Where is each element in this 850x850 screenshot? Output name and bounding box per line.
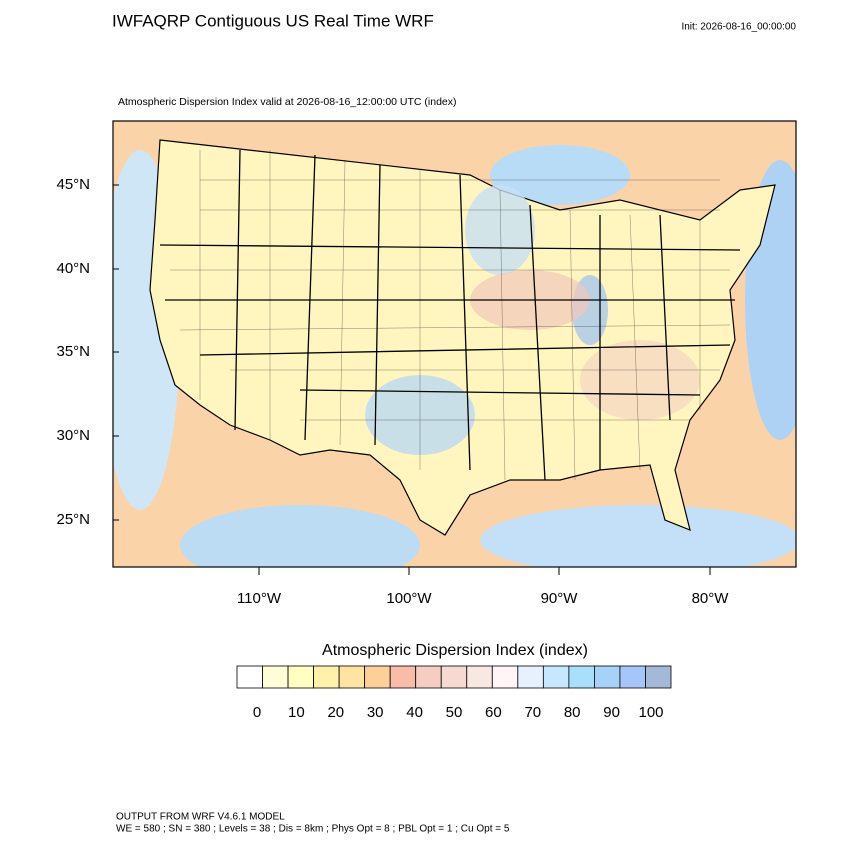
map — [113, 121, 796, 567]
colorbar-box — [645, 665, 672, 689]
colorbar-tick-label: 40 — [406, 704, 423, 721]
colorbar-tick-label: 70 — [524, 704, 541, 721]
colorbar-box — [466, 665, 493, 689]
county-lines — [170, 150, 731, 481]
lon-label: 100°W — [386, 590, 432, 607]
colorbar-box — [236, 665, 263, 689]
colorbar: 0 10 20 30 40 50 60 70 80 90 100 — [236, 665, 672, 721]
colorbar-box — [287, 665, 314, 689]
colorbar-title: Atmospheric Dispersion Index (index) — [322, 642, 588, 659]
lat-label: 45°N — [56, 176, 90, 193]
lake-field — [490, 145, 630, 205]
ocean-field — [480, 505, 796, 567]
colorbar-box — [594, 665, 621, 689]
colorbar-box — [364, 665, 391, 689]
footer-line: OUTPUT FROM WRF V4.6.1 MODEL — [116, 812, 285, 823]
colorbar-tick-label: 30 — [367, 704, 384, 721]
colorbar-tick-label: 80 — [564, 704, 581, 721]
colorbar-box — [415, 665, 442, 689]
footer-line: WE = 580 ; SN = 380 ; Levels = 38 ; Dis … — [116, 824, 510, 835]
colorbar-box — [338, 665, 366, 689]
lat-label: 25°N — [56, 511, 90, 528]
title: IWFAQRP Contiguous US Real Time WRF — [112, 11, 434, 30]
init-time: Init: 2026-08-16_00:00:00 — [681, 22, 796, 33]
dispersion-field — [465, 185, 535, 275]
lon-label: 110°W — [237, 590, 282, 607]
colorbar-tick-label: 90 — [603, 704, 620, 721]
lat-label: 30°N — [56, 427, 90, 444]
colorbar-box — [491, 665, 519, 689]
colorbar-tick-label: 10 — [288, 704, 305, 721]
lon-label: 90°W — [541, 590, 579, 607]
lat-label: 40°N — [56, 260, 90, 277]
dispersion-field — [580, 340, 700, 420]
colorbar-box — [389, 665, 417, 689]
ocean-field — [180, 505, 420, 567]
colorbar-box — [313, 665, 340, 689]
colorbar-box — [262, 665, 289, 689]
colorbar-box — [440, 665, 468, 689]
colorbar-box — [517, 665, 544, 689]
colorbar-box — [619, 665, 646, 689]
lon-label: 80°W — [692, 590, 730, 607]
colorbar-box — [542, 665, 570, 689]
lat-label: 35°N — [56, 343, 90, 360]
colorbar-tick-label: 60 — [485, 704, 502, 721]
state-lines — [159, 149, 741, 481]
colorbar-tick-label: 0 — [253, 704, 261, 721]
colorbar-tick-label: 100 — [638, 704, 663, 721]
colorbar-tick-label: 50 — [446, 704, 463, 721]
colorbar-box — [568, 665, 595, 689]
subtitle: Atmospheric Dispersion Index valid at 20… — [118, 96, 457, 108]
map-frame — [112, 120, 797, 568]
colorbar-tick-label: 20 — [327, 704, 344, 721]
